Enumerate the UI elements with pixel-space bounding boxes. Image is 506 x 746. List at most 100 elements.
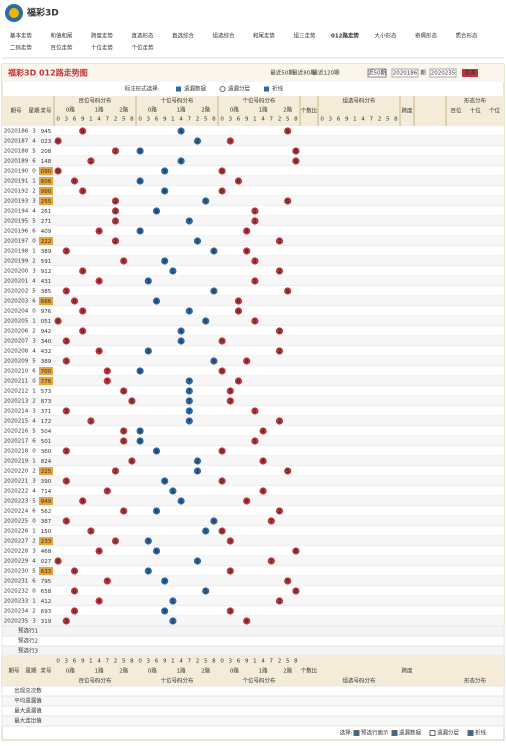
route-head: 0路 bbox=[230, 106, 239, 114]
to: 2020235 bbox=[431, 71, 456, 77]
nav-link[interactable]: 个位走势 bbox=[131, 44, 154, 52]
nav-link[interactable]: 跨度走势 bbox=[91, 32, 114, 40]
group-head: 十位号码分布 bbox=[160, 97, 194, 105]
issue: 2020206 bbox=[4, 329, 29, 335]
ball-digit: 9 bbox=[163, 579, 167, 585]
legend-box[interactable] bbox=[391, 730, 398, 736]
ball-digit: 5 bbox=[204, 529, 208, 535]
col-ratio: 个数比 bbox=[301, 107, 318, 115]
ball-digit: 5 bbox=[286, 129, 290, 135]
route-head: 0路 bbox=[66, 106, 75, 114]
table-head bbox=[2, 96, 504, 126]
number: 027 bbox=[41, 559, 52, 565]
digit-head: 9 bbox=[163, 117, 167, 123]
ball bbox=[95, 347, 103, 355]
ball bbox=[226, 607, 234, 615]
option[interactable]: 折线 bbox=[272, 85, 284, 93]
legend-box[interactable] bbox=[467, 730, 474, 736]
input-to[interactable] bbox=[429, 68, 457, 78]
nav-link[interactable]: 直选综合 bbox=[172, 32, 195, 40]
digit: 9 bbox=[44, 189, 48, 195]
week: 6 bbox=[32, 369, 36, 375]
digit: 9 bbox=[41, 189, 45, 195]
ball-digit: 0 bbox=[220, 169, 224, 175]
issue: 2020220 bbox=[4, 469, 29, 475]
week: 3 bbox=[32, 129, 36, 135]
nav-link[interactable]: 二码走势 bbox=[10, 44, 33, 52]
nav-link[interactable]: 组三走势 bbox=[293, 32, 316, 40]
ball bbox=[275, 507, 284, 515]
digit: 2 bbox=[41, 219, 45, 225]
nav-link[interactable]: 奇偶形态 bbox=[415, 32, 438, 40]
ball bbox=[161, 477, 169, 485]
select[interactable]: 近50期 bbox=[368, 69, 386, 77]
route-head: 0路 bbox=[66, 667, 75, 675]
week: 4 bbox=[32, 489, 36, 495]
nav-link[interactable]: 大小形态 bbox=[374, 32, 397, 40]
legend-item[interactable]: 遗漏分层 bbox=[437, 729, 460, 737]
nav-link[interactable]: 十位走势 bbox=[91, 44, 114, 52]
nav-link[interactable]: 和值和尾 bbox=[50, 32, 73, 40]
ball bbox=[111, 197, 120, 205]
digit: 4 bbox=[41, 549, 45, 555]
legend-box[interactable] bbox=[429, 730, 436, 736]
ball bbox=[243, 227, 251, 235]
legend-item[interactable]: 折线 bbox=[475, 729, 487, 737]
query[interactable]: 查询 bbox=[464, 69, 476, 77]
nav-link[interactable]: 质合形态 bbox=[455, 32, 478, 40]
nav-link[interactable]: 基本走势 bbox=[10, 32, 33, 40]
ball bbox=[152, 547, 161, 555]
digit-head: 6 bbox=[155, 117, 159, 123]
select-box[interactable] bbox=[367, 68, 387, 78]
week: 3 bbox=[32, 479, 36, 485]
col-issue: 期号 bbox=[10, 108, 22, 115]
nav-link[interactable]: 直选形态 bbox=[131, 32, 154, 40]
digit: 5 bbox=[48, 289, 52, 295]
query-btn[interactable] bbox=[462, 69, 478, 77]
digit: 6 bbox=[41, 569, 45, 575]
week: 5 bbox=[32, 499, 36, 505]
week: 3 bbox=[32, 549, 36, 555]
group-head: 百位号码分布 bbox=[78, 677, 112, 685]
digit: 0 bbox=[48, 479, 52, 485]
nav-link[interactable]: 百位走势 bbox=[50, 44, 73, 52]
digit-head: 5 bbox=[286, 117, 290, 123]
digit: 1 bbox=[48, 219, 52, 225]
number: 208 bbox=[41, 149, 52, 155]
ball-digit: 1 bbox=[253, 219, 257, 225]
recent-link[interactable]: 最近80期 bbox=[292, 69, 316, 77]
option[interactable]: 遗漏分层 bbox=[228, 85, 251, 93]
option-box[interactable] bbox=[176, 86, 181, 92]
row-bg bbox=[2, 586, 504, 596]
input-from[interactable] bbox=[391, 68, 419, 78]
legend-item[interactable]: 遗漏数据 bbox=[399, 729, 422, 737]
ball bbox=[161, 187, 169, 195]
row-bg bbox=[2, 236, 504, 246]
issue: 2020222 bbox=[4, 489, 29, 495]
legend-item[interactable]: 预选行面示 bbox=[361, 729, 389, 737]
stat-row bbox=[1, 705, 505, 717]
digit-head: 9 bbox=[81, 117, 85, 123]
nav-link[interactable]: 012路走势 bbox=[331, 32, 359, 40]
legend-box[interactable] bbox=[353, 730, 360, 736]
number: 150 bbox=[41, 529, 52, 535]
ball bbox=[70, 607, 79, 615]
digit: 4 bbox=[41, 599, 45, 605]
ball-digit: 9 bbox=[81, 189, 85, 195]
digit: 3 bbox=[41, 339, 45, 345]
ball-digit: 1 bbox=[89, 419, 93, 425]
ball bbox=[152, 297, 161, 305]
nav-link[interactable]: 和尾走势 bbox=[253, 32, 276, 40]
stat: 最大遗漏值 bbox=[14, 707, 42, 715]
digit: 2 bbox=[41, 199, 45, 205]
issue: 2020217 bbox=[4, 439, 29, 445]
recent-link[interactable]: 最近120期 bbox=[313, 69, 340, 77]
option[interactable]: 遗漏数据 bbox=[184, 85, 207, 93]
ball bbox=[251, 217, 259, 225]
option-box[interactable] bbox=[264, 86, 269, 92]
ball-digit: 9 bbox=[163, 169, 167, 175]
nav-link[interactable]: 组选综合 bbox=[212, 32, 235, 40]
option-box[interactable] bbox=[219, 86, 226, 92]
route-head: 0路 bbox=[230, 667, 239, 675]
recent-link[interactable]: 最近50期 bbox=[270, 69, 294, 77]
